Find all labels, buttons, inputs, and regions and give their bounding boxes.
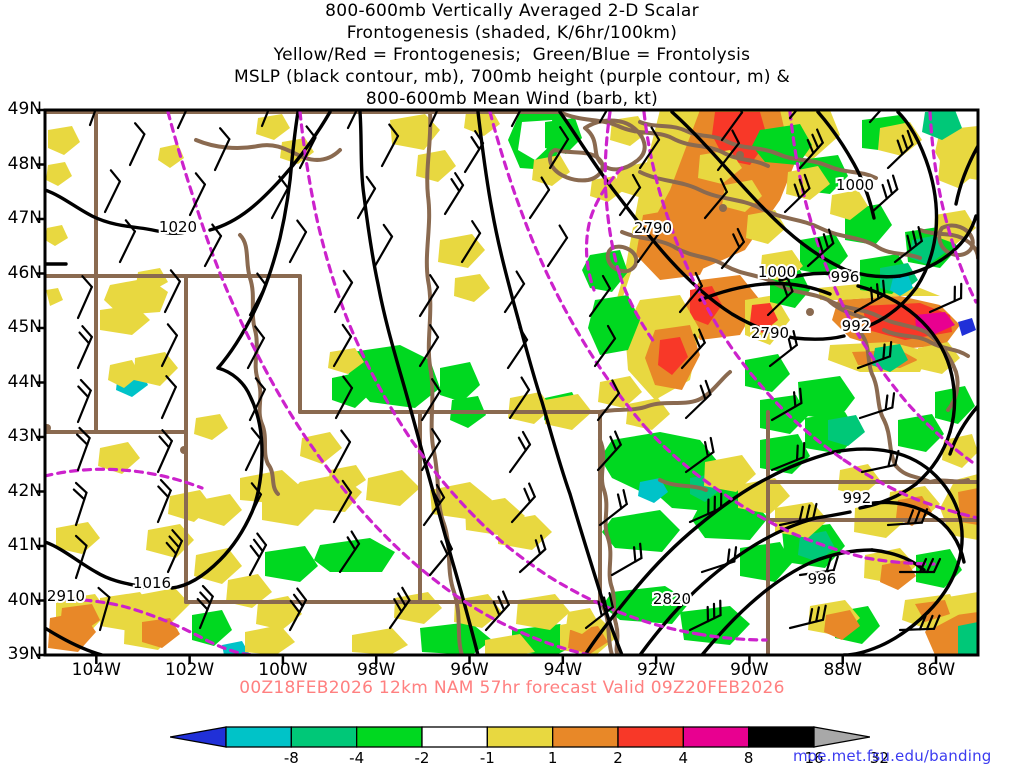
contour-label: 1016 <box>133 574 171 592</box>
colorbar-tick-label: 2 <box>613 749 623 767</box>
title-line-2: Frontogenesis (shaded, K/6hr/100km) <box>346 23 678 43</box>
colorbar-swatches <box>170 726 870 748</box>
colorbar-tick-label: 16 <box>804 749 824 767</box>
y-axis-tick-label: 41N <box>7 535 42 555</box>
height-700mb-contours <box>45 110 978 655</box>
y-axis-tick-label: 42N <box>7 480 42 501</box>
colorbar-tick-label: 8 <box>743 749 754 767</box>
contour-label: 1020 <box>159 218 197 236</box>
figure-title-block: 800-600mb Vertically Averaged 2-D Scalar… <box>0 0 1024 110</box>
y-axis-tick-label: 46N <box>7 262 42 283</box>
colorbar-tick-label: -2 <box>414 749 430 767</box>
colorbar[interactable]: -8 -4 -2 -1 1 2 4 8 16 32 <box>170 726 889 767</box>
colorbar-swatch <box>356 726 423 748</box>
colorbar-swatch <box>682 726 750 748</box>
colorbar-tick-label: -4 <box>349 749 365 767</box>
contour-label: 2790 <box>634 219 672 237</box>
x-axis-tick-label: 88W <box>823 660 862 680</box>
x-axis-tick-label: 90W <box>730 660 769 680</box>
x-axis-tick-label: 86W <box>916 660 956 680</box>
x-axis-tick-label: 102W <box>164 660 215 680</box>
y-axis-tick-label: 43N <box>7 426 42 446</box>
contour-label: 1000 <box>836 176 874 194</box>
contour-label: 2910 <box>47 587 85 605</box>
colorbar-tick-label: 1 <box>547 749 558 767</box>
x-axis-tick-label: 92W <box>636 660 676 680</box>
x-axis-tick-label: 98W <box>356 660 396 680</box>
x-axis-tick-label: 100W <box>258 660 308 680</box>
colorbar-swatch <box>486 726 554 748</box>
y-axis-tick-label: 40N <box>7 589 42 610</box>
colorbar-tick-label: -1 <box>479 749 495 767</box>
y-axis-tick-label: 47N <box>7 208 42 228</box>
colorbar-arrow-low <box>170 726 227 748</box>
colorbar-swatch <box>552 726 619 748</box>
axis-ticks <box>36 108 938 664</box>
site-watermark[interactable]: moe.met.fsu.edu/banding <box>793 747 992 765</box>
title-line-4: MSLP (black contour, mb), 700mb height (… <box>233 67 791 87</box>
colorbar-swatch <box>421 726 488 748</box>
colorbar-swatch <box>748 726 815 748</box>
x-axis-tick-label: 96W <box>450 660 489 680</box>
contour-label: 996 <box>831 268 860 286</box>
contour-label: 992 <box>842 317 871 335</box>
title-line-1: 800-600mb Vertically Averaged 2-D Scalar <box>325 1 699 21</box>
colorbar-tick-label: -8 <box>283 749 299 767</box>
forecast-subtitle: 00Z18FEB2026 12km NAM 57hr forecast Vali… <box>239 678 785 698</box>
colorbar-swatch <box>617 726 684 748</box>
y-axis-tick-label: 39N <box>7 644 42 664</box>
contour-label: 2790 <box>751 324 789 342</box>
contour-label: 992 <box>843 489 872 507</box>
x-axis-tick-label: 104W <box>71 660 121 680</box>
contour-label: 1000 <box>758 263 796 281</box>
colorbar-swatch <box>290 726 358 748</box>
contour-label: 2820 <box>653 590 691 608</box>
colorbar-tick-label: 4 <box>678 749 689 767</box>
wind-barbs <box>72 110 963 632</box>
title-line-3: Yellow/Red = Frontogenesis; Green/Blue =… <box>273 45 751 65</box>
colorbar-swatch <box>225 726 292 748</box>
title-line-5: 800-600mb Mean Wind (barb, kt) <box>365 89 659 109</box>
colorbar-arrow-high <box>813 726 870 748</box>
y-axis-tick-label: 49N <box>7 99 42 119</box>
y-axis-tick-label: 48N <box>7 153 42 174</box>
colorbar-tick-label: 32 <box>869 749 889 767</box>
shaded-frontogenesis-field <box>45 110 978 655</box>
y-axis-tick-label: 44N <box>7 371 42 392</box>
y-axis-tick-label: 45N <box>7 317 42 337</box>
contour-label: 996 <box>808 570 837 588</box>
x-axis-tick-label: 94W <box>543 660 583 680</box>
mslp-contours <box>45 110 978 655</box>
contour-labels: 1020 1016 1000 1000 996 996 992 992 2790 2790 291… <box>45 174 876 610</box>
